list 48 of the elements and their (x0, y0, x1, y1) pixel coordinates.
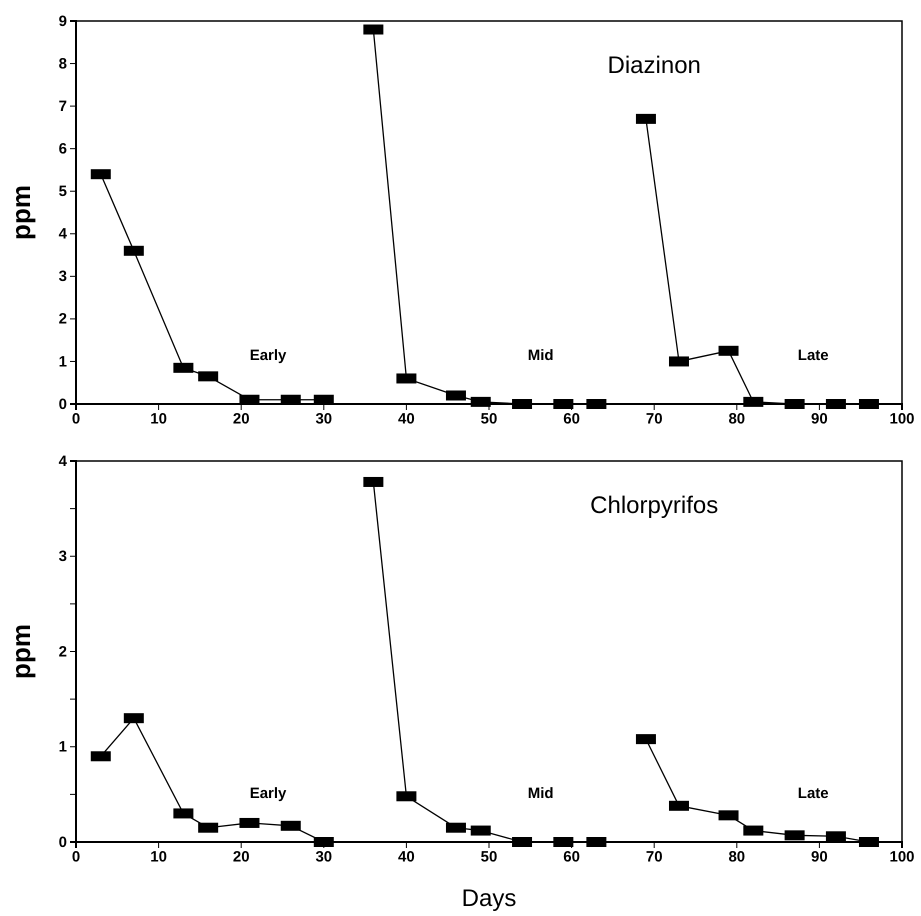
series-label: Early (250, 785, 288, 802)
y-axis-title: ppm (6, 624, 36, 679)
x-tick-label: 70 (646, 848, 663, 866)
text: Diazinon (608, 52, 701, 79)
x-tick-label: 30 (315, 848, 332, 866)
y-axis-title: ppm (6, 185, 36, 240)
x-tick-label: 20 (232, 848, 250, 866)
x-tick-label: 90 (811, 410, 828, 428)
x-tick-label: 10 (150, 848, 167, 866)
y-tick-label: 8 (58, 55, 67, 72)
y-tick-label: 4 (58, 226, 68, 243)
y-tick-label: 1 (58, 738, 67, 756)
x-tick-label: 50 (480, 848, 498, 866)
x-tick-label: 80 (728, 848, 746, 866)
y-tick-label: 6 (58, 140, 67, 158)
x-tick-label: 60 (563, 848, 580, 866)
text: Mid (528, 347, 554, 364)
x-tick-label: 60 (563, 410, 580, 428)
x-tick-label: 0 (72, 848, 80, 866)
x-tick-label: 0 (72, 410, 80, 428)
y-tick-label: 9 (58, 12, 67, 30)
x-tick-label: 100 (889, 410, 915, 428)
text: Early (250, 347, 288, 364)
x-tick-label: 40 (398, 410, 415, 428)
y-tick-label: 0 (58, 396, 67, 413)
y-tick-label: 0 (58, 834, 67, 851)
text: Late (798, 347, 829, 364)
x-tick-label: 100 (889, 848, 915, 866)
y-tick-label: 5 (58, 183, 67, 200)
y-tick-label: 2 (58, 643, 67, 660)
x-tick-label: 90 (811, 848, 828, 866)
x-tick-label: 40 (398, 848, 415, 866)
x-tick-label: 50 (480, 410, 498, 428)
x-tick-label: 30 (315, 410, 332, 428)
text: Chlorpyrifos (590, 492, 718, 519)
y-tick-label: 2 (58, 310, 67, 328)
y-tick-label: 3 (58, 548, 67, 566)
y-tick-label: 7 (58, 98, 67, 115)
x-tick-label: 10 (150, 410, 167, 428)
x-tick-label: 20 (232, 410, 250, 428)
series-label: Late (798, 785, 829, 802)
x-tick-label: 70 (646, 410, 663, 428)
x-tick-label: 80 (728, 410, 746, 428)
y-tick-label: 3 (58, 268, 67, 286)
y-tick-label: 4 (58, 452, 68, 470)
x-axis-title: Days (462, 885, 516, 912)
text: Mid (528, 785, 554, 802)
y-tick-label: 1 (58, 353, 67, 370)
